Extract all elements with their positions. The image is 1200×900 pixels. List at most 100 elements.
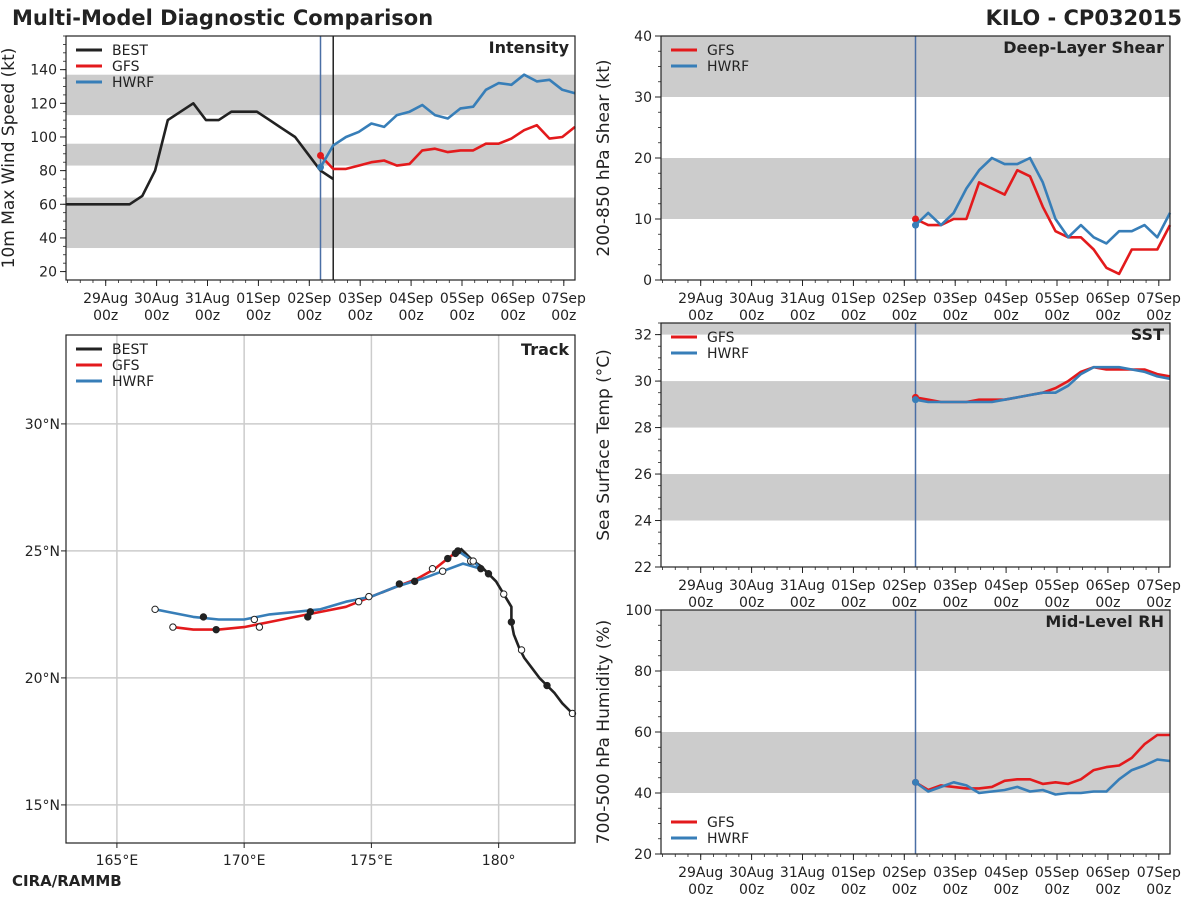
x-tick-label-date: 04Sep (389, 291, 433, 307)
x-tick-label-date: 07Sep (542, 291, 586, 307)
panel-title: Intensity (489, 38, 570, 57)
legend-label: GFS (112, 59, 140, 75)
best-series-line (66, 102, 334, 206)
hwrf-track-position (250, 615, 259, 624)
x-tick-label-hour: 00z (1146, 882, 1171, 898)
x-tick-label-hour: 00z (246, 308, 271, 324)
x-tick-label-date: 30Aug (729, 865, 774, 881)
x-tick-label-date: 29Aug (678, 578, 723, 594)
x-tick-label-hour: 00z (739, 882, 764, 898)
y-tick-label: 140 (30, 63, 57, 79)
y-tick-label: 30 (634, 374, 652, 390)
intensity-chart: 2040608010012014029Aug00z30Aug00z31Aug00… (0, 35, 586, 324)
x-tick-label-hour: 00z (500, 308, 525, 324)
x-tick-label-date: 07Sep (1137, 291, 1181, 307)
plot-frame (65, 35, 576, 281)
x-tick-label-hour: 00z (1095, 882, 1120, 898)
legend-label: GFS (707, 815, 735, 831)
panel-title: Track (521, 340, 569, 359)
x-tick-label-date: 04Sep (984, 291, 1028, 307)
y-tick-label: 0 (643, 273, 652, 289)
gfs-track-position (428, 564, 437, 573)
x-tick-label-date: 31Aug (780, 291, 825, 307)
y-tick-label: 32 (634, 328, 652, 344)
best-track-position (517, 646, 526, 654)
x-tick-label-date: 01Sep (831, 291, 875, 307)
y-tick-label: 40 (634, 29, 652, 45)
y-tick-label: 26 (634, 467, 652, 483)
x-tick-label-hour: 00z (994, 308, 1019, 324)
x-tick-label-hour: 00z (739, 595, 764, 611)
best-track-line (459, 547, 574, 715)
hwrf-series-line (915, 365, 1171, 404)
x-tick-label-date: 03Sep (933, 865, 977, 881)
hwrf-track-position (438, 567, 447, 575)
plot-frame (65, 334, 576, 844)
x-tick-label-hour: 00z (841, 308, 866, 324)
best-track-position (507, 618, 516, 626)
x-tick-label-hour: 00z (688, 308, 713, 324)
hwrf-series-line (914, 758, 1171, 796)
legend-label: HWRF (707, 59, 749, 75)
latitude-label: 15°N (25, 798, 60, 814)
y-tick-label: 60 (39, 197, 57, 213)
plot-frame (660, 322, 1171, 568)
x-tick-label-hour: 00z (790, 595, 815, 611)
x-tick-label-hour: 00z (688, 595, 713, 611)
gfs-initial-point (912, 215, 919, 223)
hwrf-initial-point (912, 396, 919, 404)
hwrf-initial-point (912, 778, 919, 786)
y-axis-label: 200-850 hPa Shear (kt) (594, 59, 614, 256)
x-tick-label-date: 01Sep (831, 865, 875, 881)
y-tick-label: 20 (634, 151, 652, 167)
x-tick-label-date: 30Aug (729, 578, 774, 594)
y-tick-label: 80 (634, 664, 652, 680)
x-tick-label-date: 03Sep (933, 578, 977, 594)
x-tick-label-date: 07Sep (1137, 578, 1181, 594)
x-tick-label-hour: 00z (892, 595, 917, 611)
x-tick-label-date: 29Aug (83, 291, 128, 307)
x-tick-label-date: 04Sep (984, 578, 1028, 594)
x-tick-label-date: 30Aug (134, 291, 179, 307)
gfs-series-line (319, 123, 576, 171)
legend-label: GFS (707, 43, 735, 59)
x-tick-label-hour: 00z (1146, 595, 1171, 611)
y-tick-label: 20 (634, 847, 652, 863)
x-tick-label-date: 31Aug (780, 865, 825, 881)
gfs-track-position (169, 623, 177, 631)
x-tick-label-hour: 00z (297, 308, 322, 324)
x-tick-label-date: 05Sep (1035, 865, 1079, 881)
x-tick-label-hour: 00z (943, 595, 968, 611)
legend-label: GFS (112, 358, 140, 374)
x-tick-label-hour: 00z (994, 882, 1019, 898)
y-tick-label: 60 (634, 725, 652, 741)
best-track-position (500, 590, 508, 598)
x-tick-label-hour: 00z (943, 882, 968, 898)
y-tick-label: 100 (30, 130, 57, 146)
x-tick-label-hour: 00z (1095, 308, 1120, 324)
track-chart: 165°E 170°E 175°E 180° 15°N 20°N 25°N 30°N Track… (25, 334, 577, 869)
x-tick-label-hour: 00z (1044, 308, 1069, 324)
storm-identifier: KILO - CP032015 (985, 6, 1182, 30)
x-tick-label-hour: 00z (195, 308, 220, 324)
x-tick-label-hour: 00z (841, 595, 866, 611)
gfs-track-line (172, 549, 459, 631)
rh-chart: 2040608010029Aug00z30Aug00z31Aug00z01Sep… (594, 603, 1181, 898)
latitude-label: 25°N (25, 544, 60, 560)
y-tick-label: 40 (634, 786, 652, 802)
x-tick-label-date: 06Sep (1086, 865, 1130, 881)
sst-chart: 22242628303229Aug00z30Aug00z31Aug00z01Se… (594, 322, 1181, 611)
x-tick-label-date: 02Sep (882, 865, 926, 881)
hwrf-track-position (477, 564, 485, 573)
best-track-position (484, 570, 493, 578)
hwrf-initial-point (912, 221, 919, 229)
longitude-label: 170°E (223, 853, 266, 869)
hwrf-track-line (154, 549, 483, 621)
hwrf-track-position (306, 608, 315, 616)
x-tick-label-date: 05Sep (440, 291, 484, 307)
x-tick-label-hour: 00z (841, 882, 866, 898)
gfs-series-line (914, 733, 1170, 792)
hwrf-series-line (319, 73, 576, 168)
